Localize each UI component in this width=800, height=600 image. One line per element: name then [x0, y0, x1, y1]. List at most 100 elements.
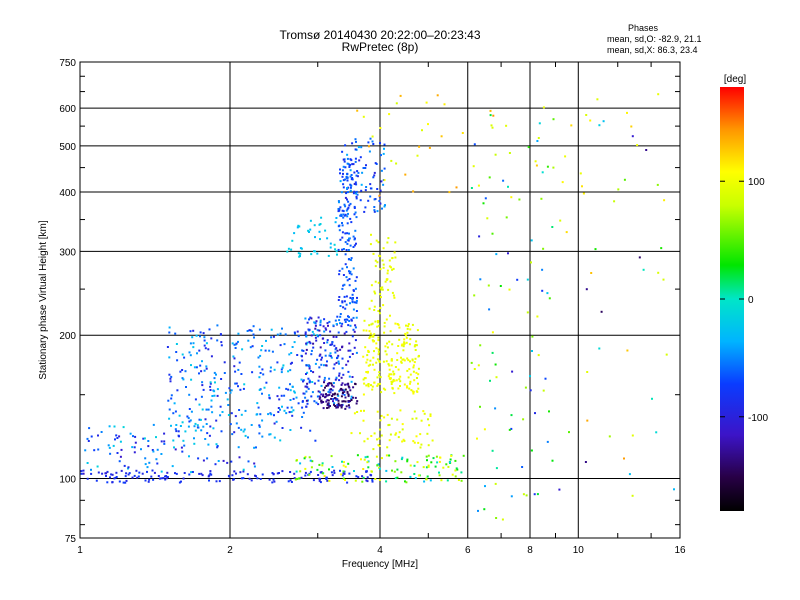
data-point	[268, 349, 271, 352]
data-point	[281, 427, 284, 429]
data-point	[301, 349, 304, 352]
data-point	[309, 342, 312, 345]
data-point	[355, 276, 358, 279]
data-point	[168, 331, 171, 334]
data-point	[526, 278, 529, 281]
data-point	[443, 103, 446, 106]
data-point	[356, 411, 359, 413]
data-point	[334, 351, 337, 354]
data-point	[296, 477, 299, 480]
data-point	[172, 439, 175, 442]
data-point	[524, 386, 527, 389]
data-point	[405, 341, 408, 344]
data-point	[538, 122, 541, 125]
data-point	[329, 391, 332, 394]
data-point	[388, 373, 391, 376]
data-point	[147, 445, 150, 448]
data-point	[537, 137, 540, 139]
data-point	[340, 191, 343, 194]
data-point	[406, 460, 409, 463]
data-point	[318, 366, 321, 369]
data-point	[365, 384, 368, 387]
data-point	[348, 204, 351, 207]
data-point	[427, 465, 430, 468]
data-point	[568, 431, 570, 434]
data-point	[337, 200, 340, 203]
data-point	[237, 368, 240, 371]
data-point	[360, 146, 363, 149]
data-point	[355, 140, 357, 143]
data-point	[349, 158, 352, 161]
data-point	[374, 259, 377, 262]
data-point	[195, 334, 198, 337]
data-point	[144, 463, 147, 466]
data-point	[308, 473, 311, 476]
data-point	[305, 348, 308, 351]
data-point	[356, 170, 359, 173]
data-point	[243, 383, 246, 386]
data-point	[564, 155, 567, 158]
data-point	[321, 356, 323, 359]
data-point	[344, 144, 347, 147]
data-point	[589, 119, 592, 122]
data-point	[353, 346, 356, 349]
data-point	[240, 413, 243, 416]
data-point	[598, 347, 601, 350]
data-point	[346, 481, 349, 484]
data-point	[316, 334, 319, 337]
data-point	[347, 360, 350, 363]
data-point	[127, 467, 129, 470]
data-point	[264, 349, 267, 352]
data-point	[240, 428, 243, 431]
data-point	[430, 461, 433, 464]
data-point	[320, 363, 323, 366]
data-point	[363, 409, 365, 412]
data-point	[312, 342, 315, 345]
data-point	[402, 349, 405, 352]
data-point	[289, 479, 292, 482]
data-point	[349, 400, 352, 403]
data-point	[341, 150, 344, 153]
data-point	[173, 446, 175, 449]
data-point	[348, 375, 351, 378]
data-point	[316, 468, 319, 471]
data-point	[446, 479, 449, 482]
data-point	[153, 471, 156, 474]
data-point	[349, 389, 352, 392]
data-point	[338, 319, 341, 322]
data-point	[371, 335, 374, 338]
data-point	[594, 248, 597, 251]
grid-layer	[80, 62, 680, 538]
data-point	[344, 396, 347, 399]
data-point	[529, 389, 532, 392]
data-point	[394, 460, 397, 463]
data-point	[322, 389, 325, 392]
data-point	[272, 478, 275, 481]
data-point	[398, 431, 401, 434]
data-point	[353, 470, 355, 472]
data-point	[366, 461, 369, 464]
data-point	[314, 336, 317, 339]
data-point	[357, 171, 360, 174]
data-point	[135, 469, 138, 472]
data-point	[355, 216, 358, 219]
data-point	[373, 305, 376, 308]
data-point	[344, 241, 347, 244]
data-point	[314, 324, 317, 327]
data-point	[405, 324, 407, 327]
data-point	[122, 481, 125, 484]
data-point	[132, 435, 134, 438]
data-point	[413, 379, 416, 382]
data-point	[108, 446, 111, 449]
data-point	[166, 471, 169, 474]
data-point	[427, 464, 430, 467]
data-point	[403, 383, 406, 386]
data-point	[218, 480, 221, 483]
data-point	[390, 266, 392, 269]
data-point	[307, 229, 310, 232]
data-point	[234, 415, 237, 418]
data-point	[327, 384, 330, 387]
data-point	[155, 436, 157, 439]
data-point	[427, 454, 430, 457]
data-point	[413, 464, 416, 467]
